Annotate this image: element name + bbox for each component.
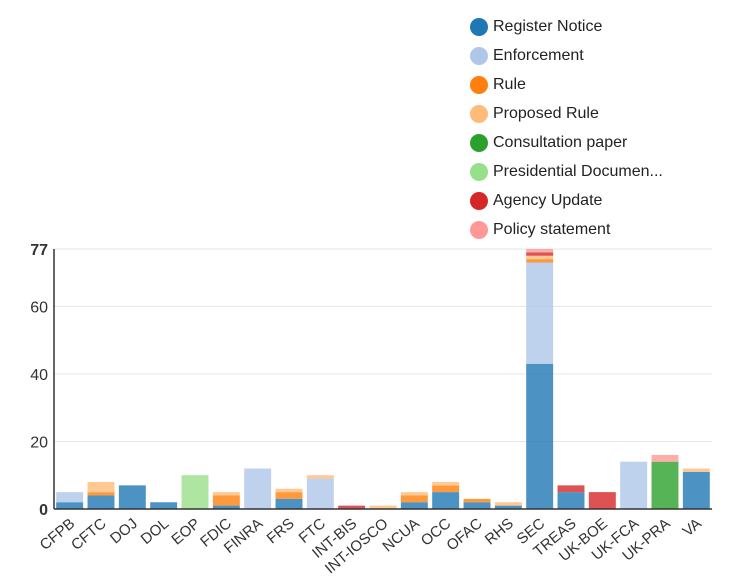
bar-segment[interactable]	[87, 495, 115, 509]
x-tick-label: CFPB	[37, 515, 79, 554]
bar-segment[interactable]	[494, 502, 522, 506]
legend: Register Notice Enforcement Rule Proposed R…	[470, 12, 663, 244]
bar-segment[interactable]	[400, 495, 428, 503]
bar-segment[interactable]	[275, 498, 303, 509]
legend-item[interactable]: Proposed Rule	[470, 99, 663, 128]
x-tick-label: OFAC	[443, 515, 485, 554]
bar-segment[interactable]	[275, 488, 303, 493]
bar-segment[interactable]	[275, 492, 303, 499]
bar-segment[interactable]	[432, 492, 460, 509]
legend-item[interactable]: Consultation paper	[470, 128, 663, 157]
bar-segment[interactable]	[432, 481, 460, 486]
legend-swatch-icon	[470, 162, 488, 181]
legend-label: Enforcement	[493, 46, 584, 64]
legend-item[interactable]: Agency Update	[470, 186, 663, 215]
bar-segment[interactable]	[212, 492, 240, 496]
bar-segment[interactable]	[87, 481, 115, 493]
bar-segment[interactable]	[306, 478, 334, 509]
bar-segment[interactable]	[526, 252, 554, 256]
bar-segment[interactable]	[400, 502, 428, 509]
x-tick-label: CFTC	[68, 515, 110, 554]
legend-item[interactable]: Presidential Documen...	[470, 157, 663, 186]
bar-segment[interactable]	[118, 485, 146, 509]
x-tick-label: EOP	[168, 515, 203, 548]
legend-label: Consultation paper	[493, 133, 628, 151]
bar-segment[interactable]	[87, 492, 115, 496]
bar-segment[interactable]	[56, 492, 84, 503]
bar-segment[interactable]	[463, 502, 491, 509]
x-tick-label: RHS	[482, 515, 517, 548]
legend-swatch-icon	[470, 191, 488, 210]
x-tick-label: VA	[679, 515, 704, 540]
bar-segment[interactable]	[306, 475, 334, 479]
legend-swatch-icon	[470, 46, 488, 65]
bar-segment[interactable]	[463, 498, 491, 503]
legend-label: Policy statement	[493, 220, 611, 238]
bar-segment[interactable]	[212, 495, 240, 506]
bar-segment[interactable]	[432, 485, 460, 493]
bar-segment[interactable]	[56, 502, 84, 509]
bar-segment[interactable]	[150, 502, 178, 509]
legend-item[interactable]: Policy statement	[470, 215, 663, 244]
bar-segment[interactable]	[338, 505, 366, 509]
bar-segment[interactable]	[651, 454, 679, 462]
bar-segment[interactable]	[526, 363, 554, 509]
legend-label: Presidential Documen...	[493, 162, 663, 180]
bars	[56, 249, 710, 509]
legend-item[interactable]: Register Notice	[470, 12, 663, 41]
bar-segment[interactable]	[526, 249, 554, 253]
legend-label: Rule	[493, 75, 526, 93]
y-axis-ticks: 0 20 40 60 77	[30, 242, 48, 519]
y-tick-label: 20	[30, 434, 48, 451]
bar-segment[interactable]	[526, 255, 554, 260]
bar-segment[interactable]	[651, 461, 679, 509]
y-tick-label: 77	[30, 242, 48, 259]
bar-segment[interactable]	[588, 492, 616, 509]
bar-segment[interactable]	[181, 475, 209, 509]
legend-item[interactable]: Enforcement	[470, 41, 663, 70]
bar-segment[interactable]	[526, 259, 554, 263]
bar-segment[interactable]	[212, 505, 240, 509]
bar-segment[interactable]	[244, 468, 272, 509]
x-tick-label: DOJ	[107, 515, 141, 547]
bar-segment[interactable]	[369, 505, 397, 509]
x-tick-label: NCUA	[379, 515, 422, 555]
legend-label: Agency Update	[493, 191, 603, 209]
bar-segment[interactable]	[494, 505, 522, 509]
x-tick-label: DOL	[138, 515, 173, 548]
bar-segment[interactable]	[557, 492, 585, 509]
bar-segment[interactable]	[526, 262, 554, 364]
y-tick-label: 0	[39, 502, 48, 519]
bar-segment[interactable]	[557, 485, 585, 493]
legend-swatch-icon	[470, 220, 488, 239]
legend-swatch-icon	[470, 104, 488, 123]
gridlines	[54, 248, 712, 442]
bar-segment[interactable]	[400, 492, 428, 496]
legend-swatch-icon	[470, 17, 488, 36]
legend-item[interactable]: Rule	[470, 70, 663, 99]
legend-label: Proposed Rule	[493, 104, 599, 122]
axes	[53, 249, 712, 510]
bar-segment[interactable]	[682, 471, 710, 509]
legend-swatch-icon	[470, 75, 488, 94]
x-axis-ticks: CFPBCFTCDOJDOLEOPFDICFINRAFRSFTCINT-BISI…	[37, 515, 705, 577]
y-tick-label: 40	[30, 367, 48, 384]
bar-segment[interactable]	[682, 468, 710, 472]
y-tick-label: 60	[30, 299, 48, 316]
bar-segment[interactable]	[620, 461, 648, 509]
legend-swatch-icon	[470, 133, 488, 152]
x-tick-label: FRS	[264, 515, 298, 547]
legend-label: Register Notice	[493, 17, 603, 35]
